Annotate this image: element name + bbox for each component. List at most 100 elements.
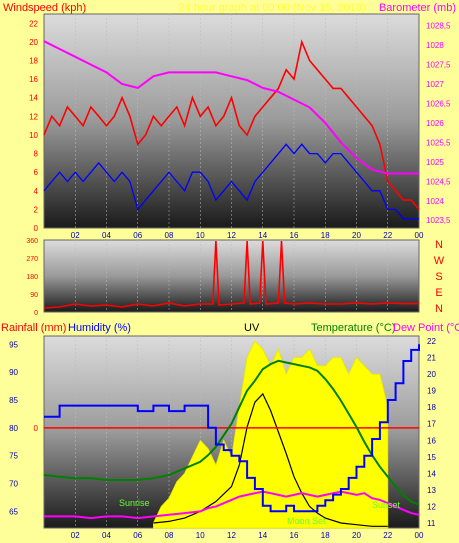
temperature-axis: 11 12 13 14 15 16 17 18 19 20 21 22 xyxy=(427,337,436,528)
time-tick-label: 02 xyxy=(71,531,80,540)
windspeed-tick-label: 20 xyxy=(29,38,38,47)
barometer-tick-label: 1025 xyxy=(426,158,444,167)
barometer-tick-label: 1025,5 xyxy=(426,138,451,147)
humidity-tick-label: 90 xyxy=(9,368,18,377)
windspeed-tick-label: 4 xyxy=(34,187,39,196)
time-tick-label: 08 xyxy=(165,231,174,240)
time-tick-label: 00 xyxy=(415,231,424,240)
temperature-line xyxy=(43,359,420,506)
humidity-axis: 65 70 75 80 85 90 95 xyxy=(9,340,18,516)
temperature-tick-label: 20 xyxy=(427,370,436,379)
time-tick-label: 06 xyxy=(133,531,142,540)
winddir-axis: 0 90 180 270 360 xyxy=(26,238,38,317)
time-tick-label: 10 xyxy=(196,531,205,540)
compass-label: E xyxy=(435,287,442,299)
windspeed-tick-label: 18 xyxy=(29,57,38,66)
winddir-tick-label: 90 xyxy=(30,292,38,299)
compass-label: W xyxy=(434,255,445,267)
compass-label: N xyxy=(435,239,443,251)
windspeed-axis: 0 2 4 6 8 10 12 14 16 18 20 22 xyxy=(29,19,38,233)
temperature-tick-label: 18 xyxy=(427,403,436,412)
time-tick-label: 16 xyxy=(290,531,299,540)
time-tick-label: 22 xyxy=(383,231,392,240)
barometer-tick-label: 1023,5 xyxy=(426,216,451,225)
graph-title: 24 hour graph at 00:00 (Nov 15, 2018) xyxy=(178,2,365,14)
dewpoint-line xyxy=(44,490,420,520)
windspeed-title: Windspeed (kph) xyxy=(3,2,86,14)
temperature-tick-label: 22 xyxy=(427,337,436,346)
time-tick-label: 04 xyxy=(102,231,111,240)
time-tick-label: 20 xyxy=(352,231,361,240)
barometer-line xyxy=(43,40,419,175)
windspeed-tick-label: 16 xyxy=(29,75,38,84)
temperature-tick-label: 11 xyxy=(427,519,436,528)
humidity-tick-label: 65 xyxy=(9,507,18,516)
time-axis-3: 02 04 06 08 10 12 14 16 18 20 22 00 xyxy=(71,531,424,540)
temperature-tick-label: 21 xyxy=(427,354,436,363)
barometer-title: Barometer (mb) xyxy=(379,2,456,14)
winddir-tick-label: 270 xyxy=(26,256,38,263)
windspeed-tick-label: 14 xyxy=(29,94,38,103)
rainfall-zero-label: 0 xyxy=(34,424,39,433)
windspeed-tick-label: 2 xyxy=(34,205,39,214)
humidity-title: Humidity (%) xyxy=(68,322,131,334)
time-tick-label: 10 xyxy=(196,231,205,240)
temp-series: 0 xyxy=(34,340,420,529)
humidity-tick-label: 75 xyxy=(9,452,18,461)
wind-series xyxy=(43,39,420,220)
barometer-tick-label: 1027 xyxy=(426,80,444,89)
winddir-series xyxy=(43,240,419,309)
average-line xyxy=(43,143,419,220)
barometer-tick-label: 1024 xyxy=(426,197,444,206)
time-axis-1: 02 04 06 08 10 12 14 16 18 20 22 00 xyxy=(71,231,424,240)
barometer-tick-label: 1026 xyxy=(426,119,444,128)
humidity-tick-label: 95 xyxy=(9,340,18,349)
rainfall-title: Rainfall (mm) xyxy=(1,322,66,334)
moonset-label: Moon Set xyxy=(287,516,326,526)
time-tick-label: 06 xyxy=(133,231,142,240)
dewpoint-title: Dew Point (°C) xyxy=(393,322,459,334)
winddir-tick-label: 0 xyxy=(34,310,38,317)
barometer-tick-label: 1024,5 xyxy=(426,177,451,186)
winddir-tick-label: 360 xyxy=(26,238,38,245)
uv-title: UV xyxy=(244,322,260,334)
windspeed-tick-label: 0 xyxy=(34,224,39,233)
temperature-tick-label: 13 xyxy=(427,486,436,495)
time-tick-label: 22 xyxy=(383,531,392,540)
temperature-tick-label: 15 xyxy=(427,453,436,462)
barometer-axis: 1023,5 1024 1024,5 1025 1025,5 1026 1026,5 1027… xyxy=(426,22,451,226)
time-tick-label: 12 xyxy=(227,531,236,540)
humidity-tick-label: 85 xyxy=(9,396,18,405)
humidity-line xyxy=(44,344,420,513)
winddir-line xyxy=(43,240,419,309)
wind-plot-area xyxy=(43,13,420,229)
time-tick-label: 08 xyxy=(165,531,174,540)
winddir-gridlines xyxy=(75,240,388,312)
barometer-tick-label: 1028,5 xyxy=(426,22,451,31)
windspeed-tick-label: 22 xyxy=(29,19,38,28)
barometer-tick-label: 1026,5 xyxy=(426,99,451,108)
temperature-tick-label: 16 xyxy=(427,436,436,445)
uv-area xyxy=(153,340,389,529)
compass-label: S xyxy=(435,271,442,283)
time-tick-label: 16 xyxy=(290,231,299,240)
windspeed-tick-label: 8 xyxy=(34,150,39,159)
sunrise-label: Sunrise xyxy=(119,498,150,508)
time-tick-label: 00 xyxy=(415,531,424,540)
sunset-label: Sunset xyxy=(372,500,401,510)
humidity-tick-label: 80 xyxy=(9,424,18,433)
windspeed-tick-label: 10 xyxy=(29,131,38,140)
time-tick-label: 14 xyxy=(258,531,267,540)
gust-line xyxy=(43,39,420,210)
temperature-tick-label: 17 xyxy=(427,420,436,429)
temperature-tick-label: 19 xyxy=(427,387,436,396)
time-tick-label: 04 xyxy=(102,531,111,540)
compass-label: N xyxy=(435,303,443,315)
humidity-tick-label: 70 xyxy=(9,479,18,488)
temperature-tick-label: 14 xyxy=(427,469,436,478)
time-tick-label: 20 xyxy=(352,531,361,540)
windspeed-tick-label: 12 xyxy=(29,112,38,121)
temperature-tick-label: 12 xyxy=(427,502,436,511)
